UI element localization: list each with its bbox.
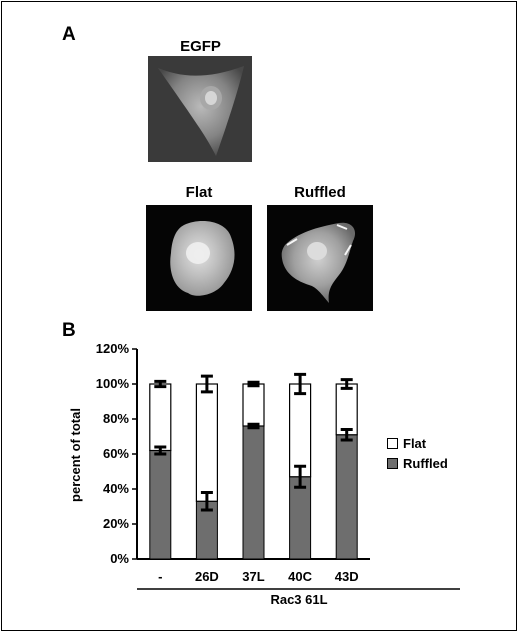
errorbar-flat [294, 372, 307, 396]
legend-label-ruffled: Ruffled [403, 455, 448, 471]
bar-flat [149, 383, 172, 452]
bar-ruffled [149, 450, 172, 560]
ruffled-title: Ruffled [294, 184, 346, 201]
legend-swatch-flat [387, 437, 398, 449]
y-tick-label: 100% [96, 376, 130, 391]
errorbar-flat [247, 380, 260, 388]
egfp-cell-image [148, 56, 252, 162]
bar-flat [195, 383, 218, 502]
y-tick-label: 60% [103, 446, 129, 461]
legend-label-flat: Flat [403, 435, 427, 451]
y-tick-label: 120% [96, 341, 130, 356]
errorbar-flat [200, 374, 213, 394]
x-group-label: Rac3 61L [270, 592, 327, 607]
chart-legend: Flat Ruffled [387, 433, 448, 473]
y-tick-label: 20% [103, 516, 129, 531]
bar-flat [335, 383, 358, 436]
errorbar-flat [154, 379, 167, 389]
errorbar-ruffled [247, 422, 260, 430]
y-tick-label: 40% [103, 481, 129, 496]
bar-ruffled [289, 476, 312, 560]
bar-flat [242, 383, 265, 427]
x-tick-label: 43D [335, 569, 359, 584]
x-tick-label: 37L [242, 569, 264, 584]
flat-title: Flat [185, 184, 213, 201]
x-tick-label: - [158, 569, 162, 584]
errorbar-ruffled [200, 491, 213, 512]
errorbar-ruffled [340, 428, 353, 442]
errorbar-flat [340, 378, 353, 390]
legend-item-ruffled: Ruffled [387, 453, 448, 473]
legend-swatch-ruffled [387, 457, 398, 469]
flat-cell-image [146, 205, 252, 311]
x-tick-label: 40C [288, 569, 312, 584]
errorbar-ruffled [154, 445, 167, 456]
ruffled-cell-image [267, 205, 373, 311]
x-tick-label: 26D [195, 569, 219, 584]
y-axis-label: percent of total [68, 408, 83, 502]
panel-b-label: B [62, 320, 76, 341]
bar-ruffled [242, 425, 265, 560]
y-tick-label: 0% [110, 551, 129, 566]
y-tick-label: 80% [103, 411, 129, 426]
legend-item-flat: Flat [387, 433, 448, 453]
egfp-title: EGFP [180, 38, 221, 55]
errorbar-ruffled [294, 464, 307, 489]
bar-flat [289, 383, 312, 478]
panel-a-label: A [62, 24, 76, 45]
bar-ruffled [335, 434, 358, 560]
